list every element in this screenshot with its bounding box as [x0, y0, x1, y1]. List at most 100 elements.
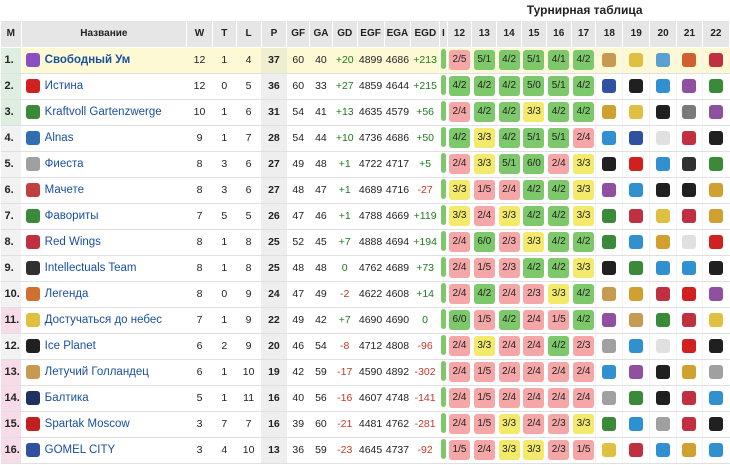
column-header-ega[interactable]: EGA — [383, 19, 412, 48]
column-header-round[interactable]: 19 — [622, 19, 651, 48]
result-cell[interactable]: 3/3 — [520, 229, 547, 256]
team-name-cell[interactable]: Мачете — [21, 177, 187, 204]
result-cell[interactable]: 4/2 — [520, 255, 547, 282]
result-cell[interactable]: 2/4 — [496, 333, 522, 360]
result-cell[interactable]: 2/4 — [520, 359, 547, 386]
result-chip[interactable]: 4/2 — [548, 102, 570, 122]
column-header-first[interactable]: I — [439, 19, 448, 48]
result-cell[interactable]: 2/3 — [520, 281, 547, 308]
result-chip[interactable]: 5/1 — [523, 128, 545, 148]
result-cell[interactable]: 4/2 — [570, 281, 596, 308]
team-name[interactable]: Фавориты — [44, 210, 99, 222]
column-header-round[interactable]: 21 — [676, 19, 703, 48]
result-cell[interactable]: 4/2 — [545, 333, 572, 360]
result-cell[interactable]: 2/3 — [496, 229, 522, 256]
result-chip[interactable]: 2/4 — [448, 336, 470, 356]
result-chip[interactable]: 2/4 — [448, 362, 470, 382]
result-cell[interactable]: 4/2 — [570, 73, 596, 100]
team-name-cell[interactable]: Red Wings — [21, 229, 187, 256]
result-cell[interactable]: 3/3 — [520, 99, 547, 126]
result-chip[interactable]: 4/2 — [498, 76, 520, 96]
result-chip[interactable]: 1/5 — [473, 258, 495, 278]
team-name[interactable]: Red Wings — [44, 236, 101, 248]
result-cell[interactable]: 2/4 — [545, 151, 572, 178]
result-chip[interactable]: 3/3 — [498, 414, 520, 434]
opponent-logo-icon[interactable] — [629, 105, 644, 119]
opponent-logo-icon[interactable] — [709, 339, 724, 353]
opponent-logo-icon[interactable] — [709, 209, 724, 223]
result-chip[interactable]: 5/1 — [548, 128, 570, 148]
team-name-cell[interactable]: Балтика — [21, 385, 187, 412]
opponent-logo-cell[interactable] — [649, 73, 677, 100]
team-name[interactable]: GOMEL CITY — [44, 444, 116, 456]
opponent-logo-icon[interactable] — [682, 443, 697, 457]
opponent-logo-cell[interactable] — [676, 385, 703, 412]
result-chip[interactable]: 1/5 — [473, 362, 495, 382]
result-cell[interactable]: 3/3 — [496, 437, 522, 464]
opponent-logo-icon[interactable] — [602, 105, 617, 119]
result-cell[interactable]: 5/0 — [520, 73, 547, 100]
opponent-logo-icon[interactable] — [656, 235, 671, 249]
column-header-round[interactable]: 20 — [649, 19, 678, 48]
result-chip[interactable]: 3/3 — [523, 102, 545, 122]
opponent-logo-icon[interactable] — [709, 105, 724, 119]
result-cell[interactable]: 3/3 — [496, 411, 522, 438]
result-chip[interactable]: 2/4 — [523, 362, 545, 382]
result-cell[interactable]: 4/2 — [570, 229, 596, 256]
opponent-logo-cell[interactable] — [622, 177, 650, 204]
opponent-logo-cell[interactable] — [595, 359, 623, 386]
result-chip[interactable]: 2/4 — [473, 440, 495, 460]
result-chip[interactable]: 3/3 — [548, 284, 570, 304]
opponent-logo-icon[interactable] — [682, 53, 697, 67]
result-cell[interactable]: 1/5 — [471, 307, 497, 334]
result-chip[interactable]: 2/4 — [548, 362, 570, 382]
team-name[interactable]: Spartak Moscow — [44, 418, 130, 430]
opponent-logo-icon[interactable] — [602, 443, 617, 457]
team-name-cell[interactable]: Alnas — [21, 125, 187, 152]
result-cell[interactable]: 6/0 — [471, 229, 497, 256]
result-chip[interactable]: 4/2 — [448, 76, 470, 96]
opponent-logo-cell[interactable] — [622, 359, 650, 386]
result-cell[interactable]: 2/4 — [471, 437, 497, 464]
opponent-logo-cell[interactable] — [701, 359, 730, 386]
opponent-logo-cell[interactable] — [595, 437, 623, 464]
result-cell[interactable]: 1/5 — [471, 177, 497, 204]
result-cell[interactable]: 3/3 — [570, 255, 596, 282]
opponent-logo-cell[interactable] — [622, 151, 650, 178]
result-cell[interactable]: 1/5 — [471, 411, 497, 438]
column-header-t[interactable]: T — [211, 19, 237, 48]
team-name[interactable]: Достучаться до небес — [44, 314, 162, 326]
opponent-logo-icon[interactable] — [709, 313, 724, 327]
opponent-logo-icon[interactable] — [629, 235, 644, 249]
result-cell[interactable]: 2/4 — [545, 359, 572, 386]
opponent-logo-icon[interactable] — [656, 209, 671, 223]
column-header-round[interactable]: 22 — [701, 19, 730, 48]
result-cell[interactable]: 1/5 — [471, 385, 497, 412]
opponent-logo-cell[interactable] — [649, 229, 677, 256]
result-chip[interactable]: 1/5 — [473, 388, 495, 408]
opponent-logo-cell[interactable] — [649, 437, 677, 464]
result-chip[interactable]: 2/4 — [573, 362, 595, 382]
team-name[interactable]: Intellectuals Team — [44, 262, 137, 274]
team-name-cell[interactable]: Достучаться до небес — [21, 307, 187, 334]
result-cell[interactable]: 3/3 — [496, 203, 522, 230]
opponent-logo-icon[interactable] — [602, 235, 617, 249]
result-chip[interactable]: 2/4 — [448, 414, 470, 434]
opponent-logo-cell[interactable] — [649, 385, 677, 412]
column-header-round[interactable]: 15 — [520, 19, 547, 48]
result-cell[interactable]: 3/3 — [520, 437, 547, 464]
team-name-cell[interactable]: Intellectuals Team — [21, 255, 187, 282]
opponent-logo-cell[interactable] — [595, 333, 623, 360]
opponent-logo-cell[interactable] — [701, 99, 730, 126]
column-header-w[interactable]: W — [186, 19, 213, 48]
opponent-logo-icon[interactable] — [709, 391, 724, 405]
result-chip[interactable]: 3/3 — [448, 180, 470, 200]
opponent-logo-cell[interactable] — [622, 307, 650, 334]
result-cell[interactable]: 2/4 — [446, 229, 472, 256]
result-chip[interactable]: 4/2 — [548, 206, 570, 226]
opponent-logo-icon[interactable] — [709, 157, 724, 171]
result-chip[interactable]: 3/3 — [448, 206, 470, 226]
opponent-logo-icon[interactable] — [629, 53, 644, 67]
team-name[interactable]: Летучий Голландец — [44, 366, 149, 378]
result-cell[interactable]: 2/4 — [471, 203, 497, 230]
